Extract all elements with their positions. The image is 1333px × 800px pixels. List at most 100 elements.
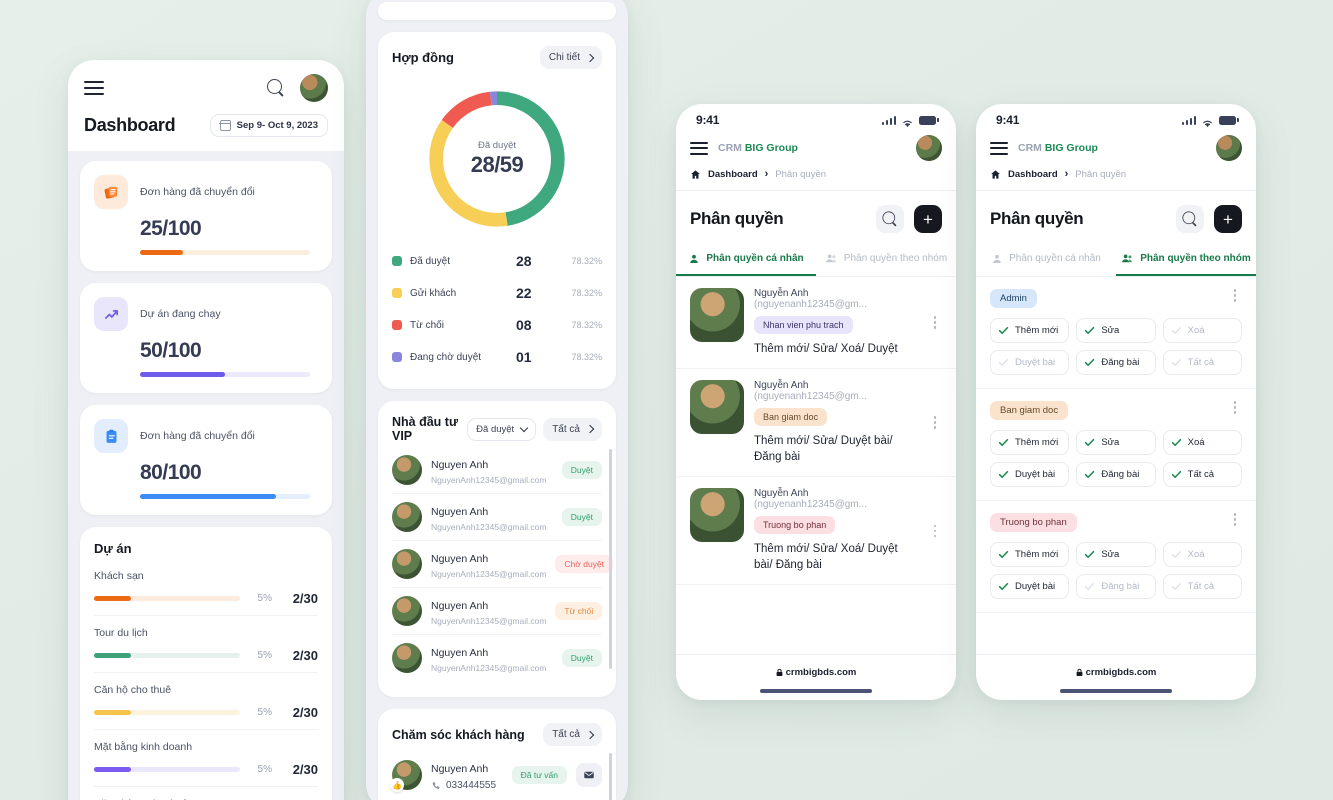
project-row[interactable]: Khách sạn 5% 2/30 (94, 568, 318, 616)
permission-chip[interactable]: Duyệt bài (990, 350, 1070, 375)
browser-url[interactable]: crmbigbds.com (776, 667, 856, 678)
stat-card[interactable]: Đơn hàng đã chuyển đổi 80/100 (80, 405, 332, 515)
dashboard-scroll[interactable]: Đơn hàng đã chuyển đổi 25/100 Dự án đang c… (68, 151, 344, 800)
date-range-picker[interactable]: Sep 9- Oct 9, 2023 (209, 114, 328, 137)
vip-filter-select[interactable]: Đã duyệt (467, 417, 537, 441)
more-options-icon[interactable] (928, 488, 942, 573)
care-scrollbar[interactable] (609, 753, 612, 800)
permission-chip-label: Đăng bài (1101, 357, 1140, 368)
permission-chip[interactable]: Sửa (1076, 542, 1156, 567)
mail-icon[interactable] (576, 763, 602, 787)
contracts-scroll[interactable]: Hợp đồng Chi tiết Đã duyệt 28/59 (366, 0, 628, 800)
list-item[interactable]: Nguyen Anh NguyenAnh12345@gmail.com Duyệt (392, 635, 602, 681)
tab-individual[interactable]: Phân quyền cá nhân (976, 243, 1116, 276)
hamburger-icon[interactable] (990, 141, 1008, 155)
avatar[interactable] (916, 135, 942, 161)
permission-row[interactable]: Nguyễn Anh (nguyenanh12345@gm... Nhan vie… (676, 277, 956, 370)
list-item[interactable]: Nguyen Anh NguyenAnh12345@gmail.com Duyệt (392, 494, 602, 541)
orders-icon (94, 175, 128, 209)
stat-label: Đơn hàng đã chuyển đổi (140, 186, 255, 198)
search-icon[interactable] (1176, 205, 1204, 233)
legend-color-swatch (392, 352, 402, 362)
donut-center-label: Đã duyệt (477, 140, 517, 151)
permission-chip[interactable]: Duyệt bài (990, 462, 1070, 487)
user-name: Nguyễn Anh (754, 380, 809, 392)
permission-chip[interactable]: Tất cả (1162, 462, 1242, 487)
avatar[interactable] (300, 74, 328, 102)
list-item[interactable]: Nguyen Anh NguyenAnh12345@gmail.com Chờ du… (392, 541, 614, 588)
search-icon[interactable] (876, 205, 904, 233)
permission-chip[interactable]: Đăng bài (1076, 462, 1156, 487)
care-all-button[interactable]: Tất cả (543, 723, 602, 746)
permission-chip[interactable]: Sửa (1076, 430, 1156, 455)
avatar (392, 643, 422, 673)
legend-row: Gửi khách 22 78.32% (392, 277, 602, 309)
permission-chip[interactable]: Thêm mới (990, 430, 1070, 455)
breadcrumb-item-dashboard[interactable]: Dashboard (1008, 168, 1058, 180)
group-permission-list[interactable]: Admin Thêm mới Sửa Xoá Duyệt bài Đăng bài Tất … (976, 277, 1256, 654)
add-button[interactable]: + (914, 205, 942, 233)
search-icon[interactable] (267, 78, 286, 98)
permission-chip[interactable]: Duyệt bài (990, 574, 1070, 599)
breadcrumb-item-dashboard[interactable]: Dashboard (708, 168, 758, 180)
user-name-row: Nguyễn Anh (nguyenanh12345@gm... (754, 288, 918, 310)
permission-chip[interactable]: Xoá (1162, 318, 1242, 343)
project-row[interactable]: Mặt bằng kinh doanh 5% 2/30 (94, 739, 318, 787)
stat-card[interactable]: Đơn hàng đã chuyển đổi 25/100 (80, 161, 332, 271)
list-item[interactable]: Nguyen Anh NguyenAnh12345@gmail.com Từ chố… (392, 588, 603, 635)
stat-card[interactable]: Dự án đang chạy 50/100 (80, 283, 332, 393)
more-options-icon[interactable] (928, 380, 942, 465)
project-row[interactable]: Căn hộ cho thuê 5% 2/30 (94, 682, 318, 730)
browser-url[interactable]: crmbigbds.com (1076, 667, 1156, 678)
permission-chip[interactable]: Sửa (1076, 318, 1156, 343)
legend-label: Đã duyệt (410, 255, 451, 267)
permission-chip[interactable]: Đăng bài (1076, 350, 1156, 375)
home-indicator[interactable] (1060, 689, 1172, 693)
project-count: 2/30 (292, 591, 318, 606)
more-options-icon[interactable] (1228, 401, 1242, 414)
tab-individual[interactable]: Phân quyền cá nhân (676, 243, 816, 276)
clipboard-icon (94, 419, 128, 453)
permission-chip[interactable]: Thêm mới (990, 318, 1070, 343)
vip-all-button[interactable]: Tất cả (543, 417, 602, 441)
avatar (392, 455, 422, 485)
group-block: Admin Thêm mới Sửa Xoá Duyệt bài Đăng bài Tất … (976, 277, 1256, 389)
permission-chip[interactable]: Tất cả (1162, 350, 1242, 375)
permission-row[interactable]: Nguyễn Anh (nguyenanh12345@gm... Truong b… (676, 477, 956, 586)
phone-icon (432, 781, 440, 789)
tab-group[interactable]: Phân quyền theo nhóm (1116, 243, 1256, 276)
home-icon[interactable] (690, 169, 701, 179)
permission-row[interactable]: Nguyễn Anh (nguyenanh12345@gm... Ban giam… (676, 369, 956, 478)
home-icon[interactable] (990, 169, 1001, 179)
project-progress-fill (94, 767, 131, 772)
list-item[interactable]: 👍 Nguyen Anh 033444555 Đã tư vấn (390, 750, 602, 800)
project-row[interactable]: Tour du lịch 5% 2/30 (94, 625, 318, 673)
avatar[interactable] (1216, 135, 1242, 161)
more-options-icon[interactable] (1228, 513, 1242, 526)
permission-chip[interactable]: Xoá (1162, 542, 1242, 567)
home-indicator[interactable] (760, 689, 872, 693)
permission-chip[interactable]: Đăng bài (1076, 574, 1156, 599)
permission-list[interactable]: Nguyễn Anh (nguyenanh12345@gm... Nhan vie… (676, 277, 956, 654)
role-tag: Nhan vien phu trach (754, 316, 853, 334)
check-icon (998, 357, 1009, 368)
vip-scrollbar[interactable] (609, 449, 612, 669)
more-options-icon[interactable] (928, 288, 942, 357)
stat-progress-track (140, 372, 310, 377)
breadcrumb-item-current: Phân quyền (775, 168, 827, 180)
contract-detail-button[interactable]: Chi tiết (539, 46, 602, 69)
add-button[interactable]: + (1214, 205, 1242, 233)
permission-chip[interactable]: Thêm mới (990, 542, 1070, 567)
vip-all-label: Tất cả (552, 423, 580, 435)
hamburger-icon[interactable] (84, 80, 104, 96)
tab-group[interactable]: Phân quyền theo nhóm (816, 243, 956, 276)
check-icon (1084, 357, 1095, 368)
permission-chip[interactable]: Xoá (1162, 430, 1242, 455)
hamburger-icon[interactable] (690, 141, 708, 155)
permission-chip[interactable]: Tất cả (1162, 574, 1242, 599)
person-icon (993, 254, 1001, 263)
list-item[interactable]: Nguyen Anh NguyenAnh12345@gmail.com Duyệt (392, 447, 602, 494)
avatar (392, 549, 422, 579)
more-options-icon[interactable] (1228, 289, 1242, 302)
